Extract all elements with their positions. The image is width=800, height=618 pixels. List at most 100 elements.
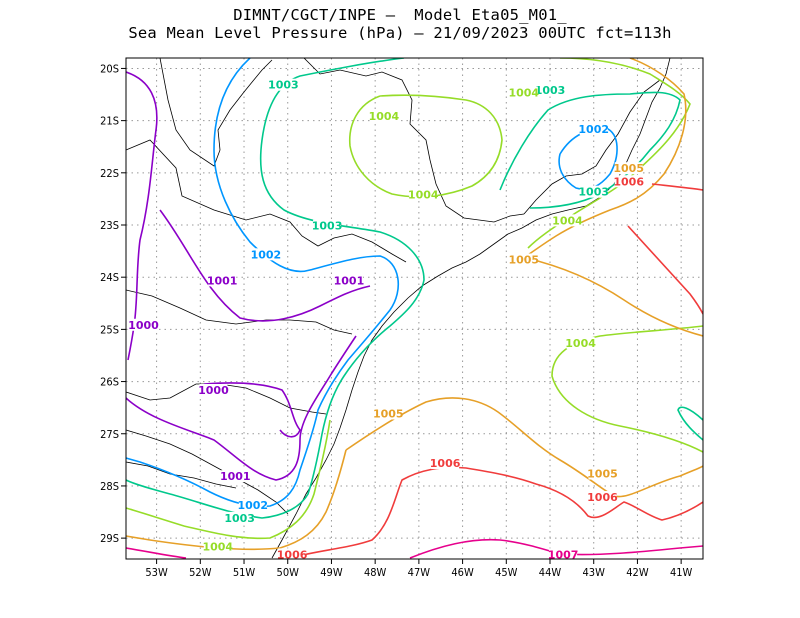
contour-label: 1004 [202, 541, 233, 554]
lon-label: 49W [320, 566, 343, 579]
lon-label: 50W [277, 566, 300, 579]
isobar-1004-a [348, 94, 503, 198]
isobar-1004-c [551, 325, 703, 453]
contour-label: 1006 [277, 548, 308, 561]
contour-label: 1002 [578, 123, 609, 136]
lon-label: 44W [539, 566, 562, 579]
isobar-1004-b [527, 58, 691, 249]
contour-label: 1001 [207, 274, 238, 287]
contour-label: 1003 [535, 84, 566, 97]
contour-label: 1005 [613, 162, 644, 175]
contour-label-bg [208, 274, 237, 287]
isobar-1000-a [126, 71, 158, 361]
isobar-1007 [409, 538, 703, 559]
lon-label: 52W [189, 566, 212, 579]
contour-label-bg [579, 185, 608, 198]
contour-label-bg [588, 490, 617, 503]
isobar-1005-c [345, 397, 703, 498]
contour-labels: 1003 100310041004100410021003100410051006… [128, 78, 644, 561]
contour-label: 1000 [128, 319, 159, 332]
contour-label: 1003 [578, 186, 609, 199]
contour-label: 1003 [224, 512, 255, 525]
state-border-6 [126, 383, 327, 415]
contour-label: 1004 [508, 87, 539, 100]
contour-label-bg [553, 214, 582, 227]
lat-label: 24S [100, 271, 119, 284]
isobar-1005-a [519, 58, 687, 261]
longitude-labels: 53W 52W 51W 50W 49W 48W 47W 46W 45W 44W 43W 42W 41W [145, 566, 692, 579]
contour-label: 1001 [220, 470, 251, 483]
lat-label: 21S [100, 115, 119, 128]
contour-label: 1007 [548, 548, 579, 561]
state-border-2 [159, 58, 273, 167]
isobar-contours [126, 58, 703, 559]
lon-label: 51W [233, 566, 256, 579]
contour-label-bg [369, 110, 398, 123]
contour-label: 1006 [587, 491, 618, 504]
isobar-1003-c [677, 406, 703, 441]
lat-label: 23S [100, 219, 119, 232]
contour-label-bg [536, 83, 565, 96]
contour-label: 1006 [613, 175, 644, 188]
contour-label: 1002 [237, 499, 268, 512]
state-border-7 [126, 461, 237, 489]
grid-lines [126, 58, 703, 559]
lat-label: 22S [100, 167, 119, 180]
contour-label-bg [409, 188, 438, 201]
contour-label-bg [129, 318, 158, 331]
latitude-labels: 20S 21S 22S 23S 24S 25S 26S 27S 28S 29S [100, 62, 119, 545]
lon-label: 47W [408, 566, 431, 579]
contour-label-bg [588, 467, 617, 480]
lat-label: 28S [100, 480, 119, 493]
contour-label: 1005 [508, 254, 539, 267]
contour-label-bg [313, 219, 342, 232]
contour-label-bg [269, 78, 298, 91]
contour-label-bg [614, 162, 643, 175]
contour-label-bg [509, 253, 538, 266]
contour-label: 1005 [587, 468, 618, 481]
contour-label: 1004 [369, 110, 400, 123]
chart-title-line1: DIMNT/CGCT/INPE – Model Eta05_M01_ [233, 6, 567, 24]
contour-label-bg [431, 457, 460, 470]
contour-label-bg [579, 123, 608, 136]
lat-label: 29S [100, 532, 119, 545]
map-frame [125, 57, 704, 560]
chart-title-line2: Sea Mean Level Pressure (hPa) – 21/09/20… [128, 24, 672, 42]
lat-label: 20S [100, 62, 119, 75]
lat-label: 27S [100, 428, 119, 441]
contour-label: 1000 [198, 384, 229, 397]
contour-label-bg [238, 498, 267, 511]
state-border-3 [303, 58, 525, 223]
isobar-1007-b [126, 547, 187, 559]
contour-label-bg [566, 337, 595, 350]
state-border-4 [523, 79, 661, 215]
contour-label-bg [251, 248, 280, 261]
contour-label-bg [203, 540, 232, 553]
coastline [271, 58, 671, 559]
state-border-1 [126, 139, 407, 263]
contour-label: 1004 [552, 214, 583, 227]
isobar-1002-b [558, 127, 618, 190]
contour-label: 1002 [251, 248, 282, 261]
lon-label: 53W [145, 566, 168, 579]
isobar-1001-b [126, 335, 357, 481]
political-borders [126, 58, 671, 559]
contour-label-bg [509, 86, 538, 99]
isobar-1006-c [289, 466, 703, 559]
lon-label: 48W [364, 566, 387, 579]
contour-label: 1004 [408, 188, 439, 201]
isobar-1004-d [126, 419, 331, 540]
contour-label-bg [278, 548, 307, 559]
isobar-1001-a [159, 209, 371, 322]
lon-label: 42W [626, 566, 649, 579]
isobar-1005-d [126, 449, 347, 551]
contour-label: 1001 [334, 274, 365, 287]
contour-label-bg [374, 407, 403, 420]
lon-label: 41W [670, 566, 693, 579]
isobar-1006-b [627, 225, 703, 315]
contour-label-bg [614, 175, 643, 188]
contour-label: 1006 [430, 457, 461, 470]
axis-ticks [121, 67, 682, 564]
state-border-5 [126, 289, 353, 335]
